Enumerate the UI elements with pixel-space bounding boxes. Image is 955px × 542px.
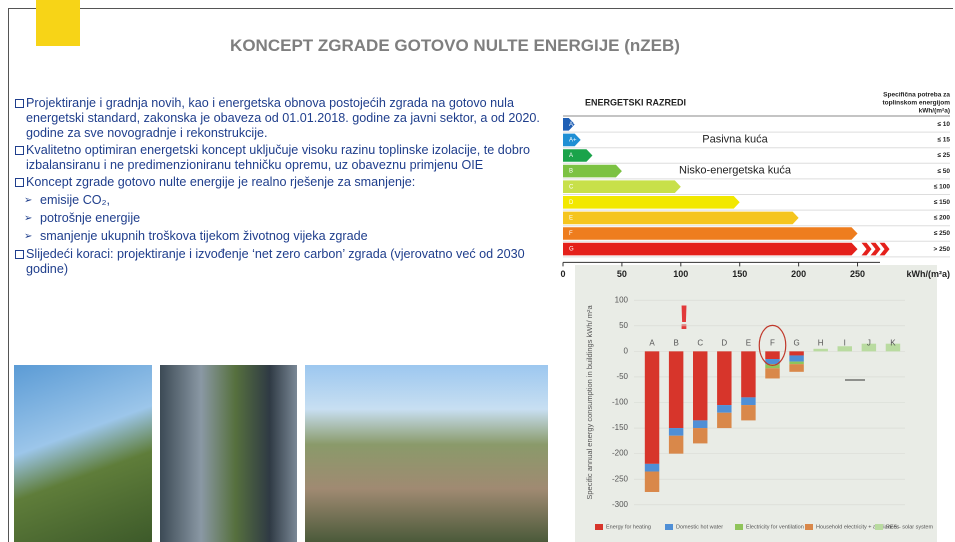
x-tick-label: G xyxy=(793,338,799,347)
limit-label: ≤ 250 xyxy=(934,230,951,237)
legend-label: Domestic hot water xyxy=(676,524,723,530)
class-label: G xyxy=(569,247,574,253)
limit-label: ≤ 25 xyxy=(937,152,950,159)
bar-segment xyxy=(669,428,683,436)
x-tick-label: A xyxy=(649,338,655,347)
y-axis-label: Specific annual energy consumption in bu… xyxy=(585,305,594,500)
class-bar xyxy=(563,243,858,256)
bar-segment xyxy=(765,351,779,359)
y-tick-label: -50 xyxy=(616,372,628,381)
bar-segment xyxy=(645,464,659,472)
x-tick-label: 50 xyxy=(617,269,627,279)
bar-segment xyxy=(789,362,803,365)
limit-label: ≤ 15 xyxy=(937,137,950,144)
limit-label: ≤ 200 xyxy=(934,215,951,222)
bar-segment xyxy=(789,364,803,372)
legend-swatch xyxy=(595,524,603,530)
value-title: Specifična potreba za xyxy=(883,92,950,99)
y-tick-label: 100 xyxy=(615,295,629,304)
chevron xyxy=(871,243,881,256)
bar-segment xyxy=(741,405,755,420)
legend-swatch xyxy=(735,524,743,530)
y-tick-label: 50 xyxy=(619,321,628,330)
bar-segment xyxy=(645,351,659,464)
class-bar xyxy=(563,212,799,225)
legend-swatch xyxy=(665,524,673,530)
x-tick-label: 100 xyxy=(673,269,688,279)
class-bar xyxy=(563,227,858,240)
annotation: Nisko-energetska kuća xyxy=(679,165,792,177)
bar-segment xyxy=(765,364,779,368)
x-axis-label: kWh/(m²a) xyxy=(907,269,951,279)
limit-label: ≤ 150 xyxy=(934,199,951,206)
limit-label: > 250 xyxy=(934,246,951,253)
class-bar xyxy=(563,196,740,209)
chart-photo-background xyxy=(575,265,937,542)
y-tick-label: -200 xyxy=(612,449,629,458)
bar-segment xyxy=(765,368,779,378)
x-tick-label: C xyxy=(697,338,703,347)
exclamation: ! xyxy=(678,299,689,337)
bar-segment xyxy=(789,351,803,355)
class-label: A++ xyxy=(569,122,581,128)
class-bar xyxy=(563,180,681,193)
legend-label: Energy for heating xyxy=(606,524,651,530)
x-tick-label: B xyxy=(673,338,678,347)
bar-segment xyxy=(693,420,707,428)
bar-segment xyxy=(717,413,731,428)
x-tick-label: H xyxy=(818,338,824,347)
chevron xyxy=(880,243,890,256)
bar-segment xyxy=(813,349,827,352)
limit-label: ≤ 50 xyxy=(937,168,950,175)
bar-segment xyxy=(741,397,755,405)
y-tick-label: -150 xyxy=(612,423,629,432)
y-tick-label: 0 xyxy=(624,346,629,355)
class-label: F xyxy=(569,231,573,237)
class-label: C xyxy=(569,184,574,190)
class-label: B xyxy=(569,169,573,175)
legend-label: Electricity for ventilation xyxy=(746,524,804,530)
x-tick-label: 0 xyxy=(560,269,565,279)
bar-segment xyxy=(741,351,755,397)
x-tick-label: K xyxy=(890,338,896,347)
x-tick-label: J xyxy=(867,338,871,347)
x-tick-label: 150 xyxy=(732,269,747,279)
y-tick-label: -250 xyxy=(612,474,629,483)
class-label: A xyxy=(569,153,573,159)
x-tick-label: I xyxy=(844,338,846,347)
class-label: E xyxy=(569,215,573,221)
bar-segment xyxy=(717,405,731,413)
bar-segment xyxy=(789,355,803,361)
x-tick-label: 200 xyxy=(791,269,806,279)
value-title: kWh/(m²a) xyxy=(919,108,950,115)
x-tick-label: F xyxy=(770,338,775,347)
bar-segment xyxy=(669,351,683,428)
bar-segment xyxy=(693,428,707,443)
class-label: D xyxy=(569,200,574,206)
class-label: A+ xyxy=(569,137,577,143)
x-tick-label: D xyxy=(721,338,727,347)
y-tick-label: -100 xyxy=(612,398,629,407)
x-tick-label: 250 xyxy=(850,269,865,279)
value-title: toplinskom energijom xyxy=(882,100,950,107)
limit-label: ≤ 10 xyxy=(937,121,950,128)
chart-title: ENERGETSKI RAZREDI xyxy=(585,97,686,107)
chevron xyxy=(862,243,872,256)
legend-label: RES - solar system xyxy=(886,524,933,530)
y-tick-label: -300 xyxy=(612,500,629,509)
charts: ! ENERGETSKI RAZREDI Specifična potreba z… xyxy=(0,0,955,542)
bar-segment xyxy=(645,472,659,492)
limit-label: ≤ 100 xyxy=(934,183,951,190)
bar-segment xyxy=(669,436,683,454)
class-bar xyxy=(563,149,592,162)
bar-segment xyxy=(693,351,707,420)
slide: KONCEPT ZGRADE GOTOVO NULTE ENERGIJE (nZ… xyxy=(0,0,955,542)
legend-swatch xyxy=(805,524,813,530)
legend-swatch xyxy=(875,524,883,530)
x-tick-label: E xyxy=(746,338,751,347)
annotation: Pasivna kuća xyxy=(702,134,768,146)
bar-segment xyxy=(717,351,731,405)
